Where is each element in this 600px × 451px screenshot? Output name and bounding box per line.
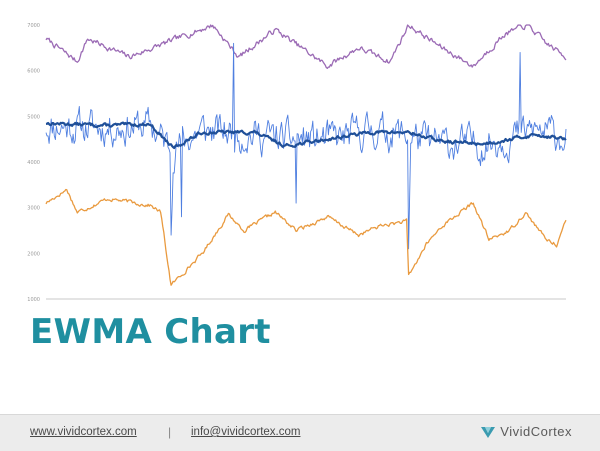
chart-series: [45, 24, 567, 286]
brand-name: VividCortex: [500, 424, 572, 439]
series-line-1: [45, 24, 567, 69]
vividcortex-logo-icon: [481, 426, 496, 438]
y-tick-label: 5000: [27, 114, 40, 120]
footer-bar: www.vividcortex.com | info@vividcortex.c…: [0, 414, 600, 451]
y-tick-label: 4000: [27, 160, 40, 166]
ewma-chart: 7000 6000 5000 4000 3000 2000 1000: [27, 23, 567, 303]
y-tick-label: 3000: [27, 206, 40, 212]
website-link[interactable]: www.vividcortex.com: [30, 426, 137, 438]
series-line-3: [45, 121, 567, 150]
email-link[interactable]: info@vividcortex.com: [191, 426, 301, 438]
brand-logo: VividCortex: [480, 424, 572, 439]
series-line-4: [45, 188, 567, 286]
slide-title: EWMA Chart: [30, 312, 271, 352]
series-line-2: [45, 42, 567, 250]
y-tick-label: 7000: [27, 23, 40, 29]
footer-separator: |: [168, 425, 172, 439]
y-axis-ticks: 7000 6000 5000 4000 3000 2000 1000: [27, 23, 40, 303]
y-tick-label: 2000: [27, 251, 40, 257]
y-tick-label: 6000: [27, 69, 40, 75]
y-tick-label: 1000: [27, 297, 40, 303]
